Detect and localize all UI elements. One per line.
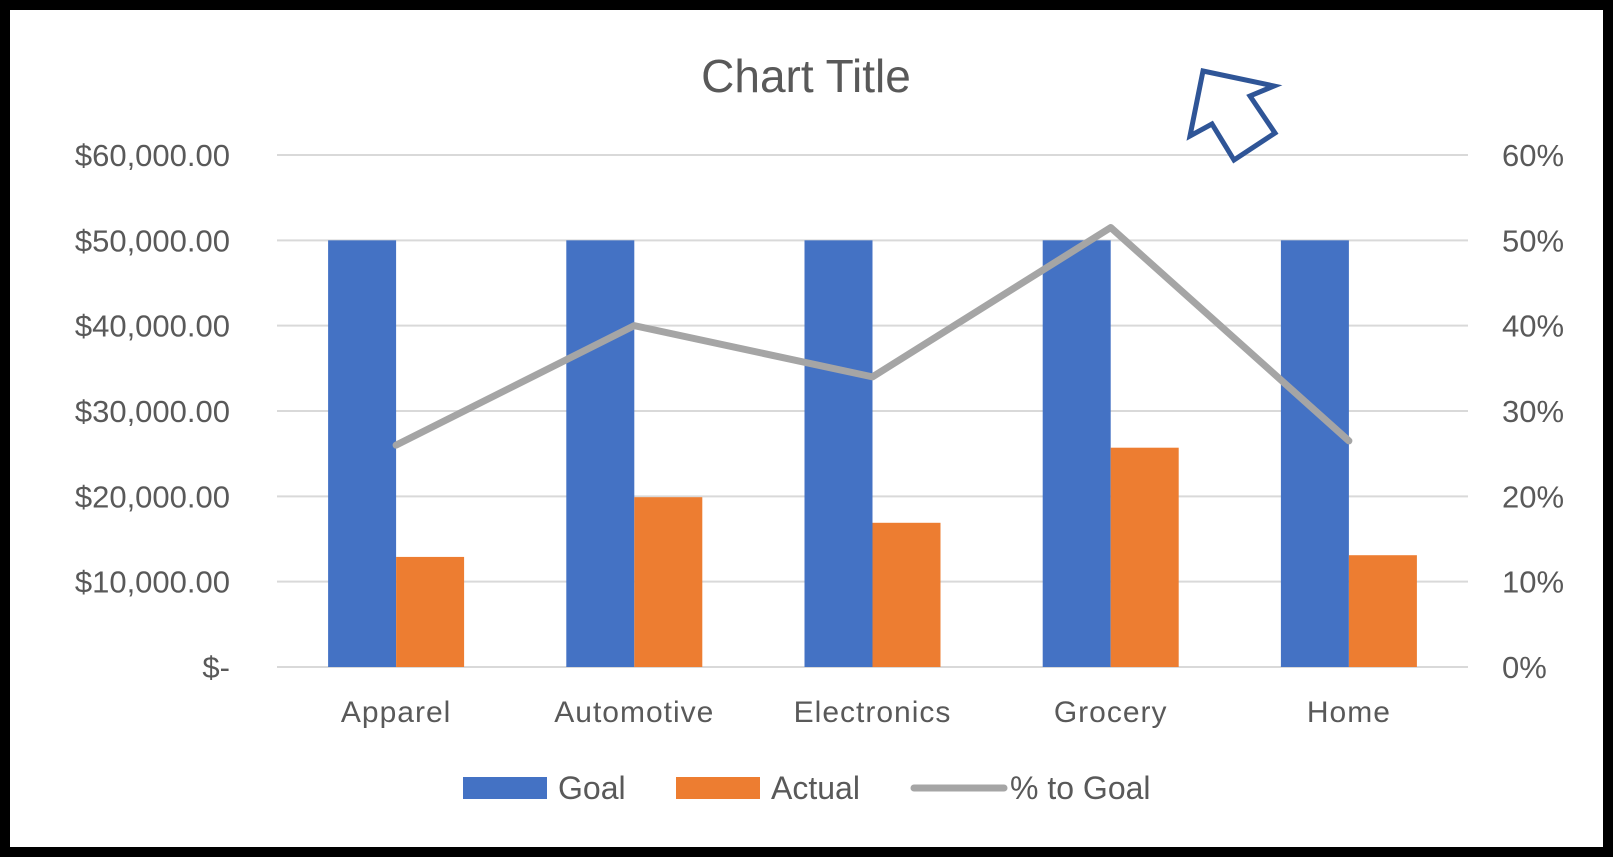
x-tick-label: Apparel <box>341 696 451 729</box>
bar-goal-electronics[interactable] <box>804 240 873 668</box>
y-axis-right: 0% 10% 20% 30% 40% 50% 60% <box>1502 138 1564 685</box>
y2-tick-label: 30% <box>1502 394 1564 429</box>
y2-tick-label: 10% <box>1502 565 1564 600</box>
x-tick-label: Automotive <box>554 696 714 729</box>
x-axis: Apparel Automotive Electronics Grocery Home <box>341 696 1391 729</box>
y2-tick-label: 0% <box>1502 650 1547 685</box>
legend-label-goal: Goal <box>558 770 626 806</box>
y2-tick-label: 20% <box>1502 479 1564 514</box>
y-tick-label: $30,000.00 <box>75 394 230 429</box>
line-point[interactable] <box>1346 438 1351 443</box>
y-tick-label: $- <box>202 650 230 685</box>
legend-swatch-goal <box>463 777 547 799</box>
line-series <box>392 224 1353 449</box>
line-point[interactable] <box>394 443 399 448</box>
x-tick-label: Grocery <box>1054 696 1168 729</box>
y2-tick-label: 60% <box>1502 138 1564 173</box>
legend-label--to-goal: % to Goal <box>1010 770 1151 806</box>
x-tick-label: Home <box>1307 696 1391 729</box>
legend-label-actual: Actual <box>771 770 860 806</box>
arrow-cursor-icon-shape <box>1186 68 1283 164</box>
y-tick-label: $40,000.00 <box>75 309 230 344</box>
arrow-cursor-icon <box>1186 68 1283 164</box>
y2-tick-label: 40% <box>1502 309 1564 344</box>
y-tick-label: $60,000.00 <box>75 138 230 173</box>
bar-actual-apparel[interactable] <box>396 556 465 667</box>
legend[interactable]: Goal Actual % to Goal <box>463 770 1151 806</box>
y-tick-label: $10,000.00 <box>75 565 230 600</box>
line-point[interactable] <box>1108 225 1113 230</box>
bar-goal-apparel[interactable] <box>328 240 397 668</box>
bar-actual-grocery[interactable] <box>1110 447 1179 667</box>
y-axis-left: $- $10,000.00 $20,000.00 $30,000.00 $40,000.… <box>75 138 230 685</box>
y2-tick-label: 50% <box>1502 223 1564 258</box>
bar-goal-grocery[interactable] <box>1042 240 1111 668</box>
legend-swatch-actual <box>676 777 760 799</box>
chart-title[interactable]: Chart Title <box>701 50 911 102</box>
bar-goal-automotive[interactable] <box>566 240 635 668</box>
line-point[interactable] <box>870 374 875 379</box>
bar-actual-electronics[interactable] <box>872 522 941 667</box>
y-tick-label: $50,000.00 <box>75 223 230 258</box>
bar-actual-automotive[interactable] <box>634 497 703 667</box>
bar-goal-home[interactable] <box>1280 240 1349 668</box>
bar-actual-home[interactable] <box>1348 555 1417 667</box>
x-tick-label: Electronics <box>794 696 952 729</box>
y-tick-label: $20,000.00 <box>75 479 230 514</box>
bar-series <box>328 240 1417 668</box>
line-point[interactable] <box>632 323 637 328</box>
